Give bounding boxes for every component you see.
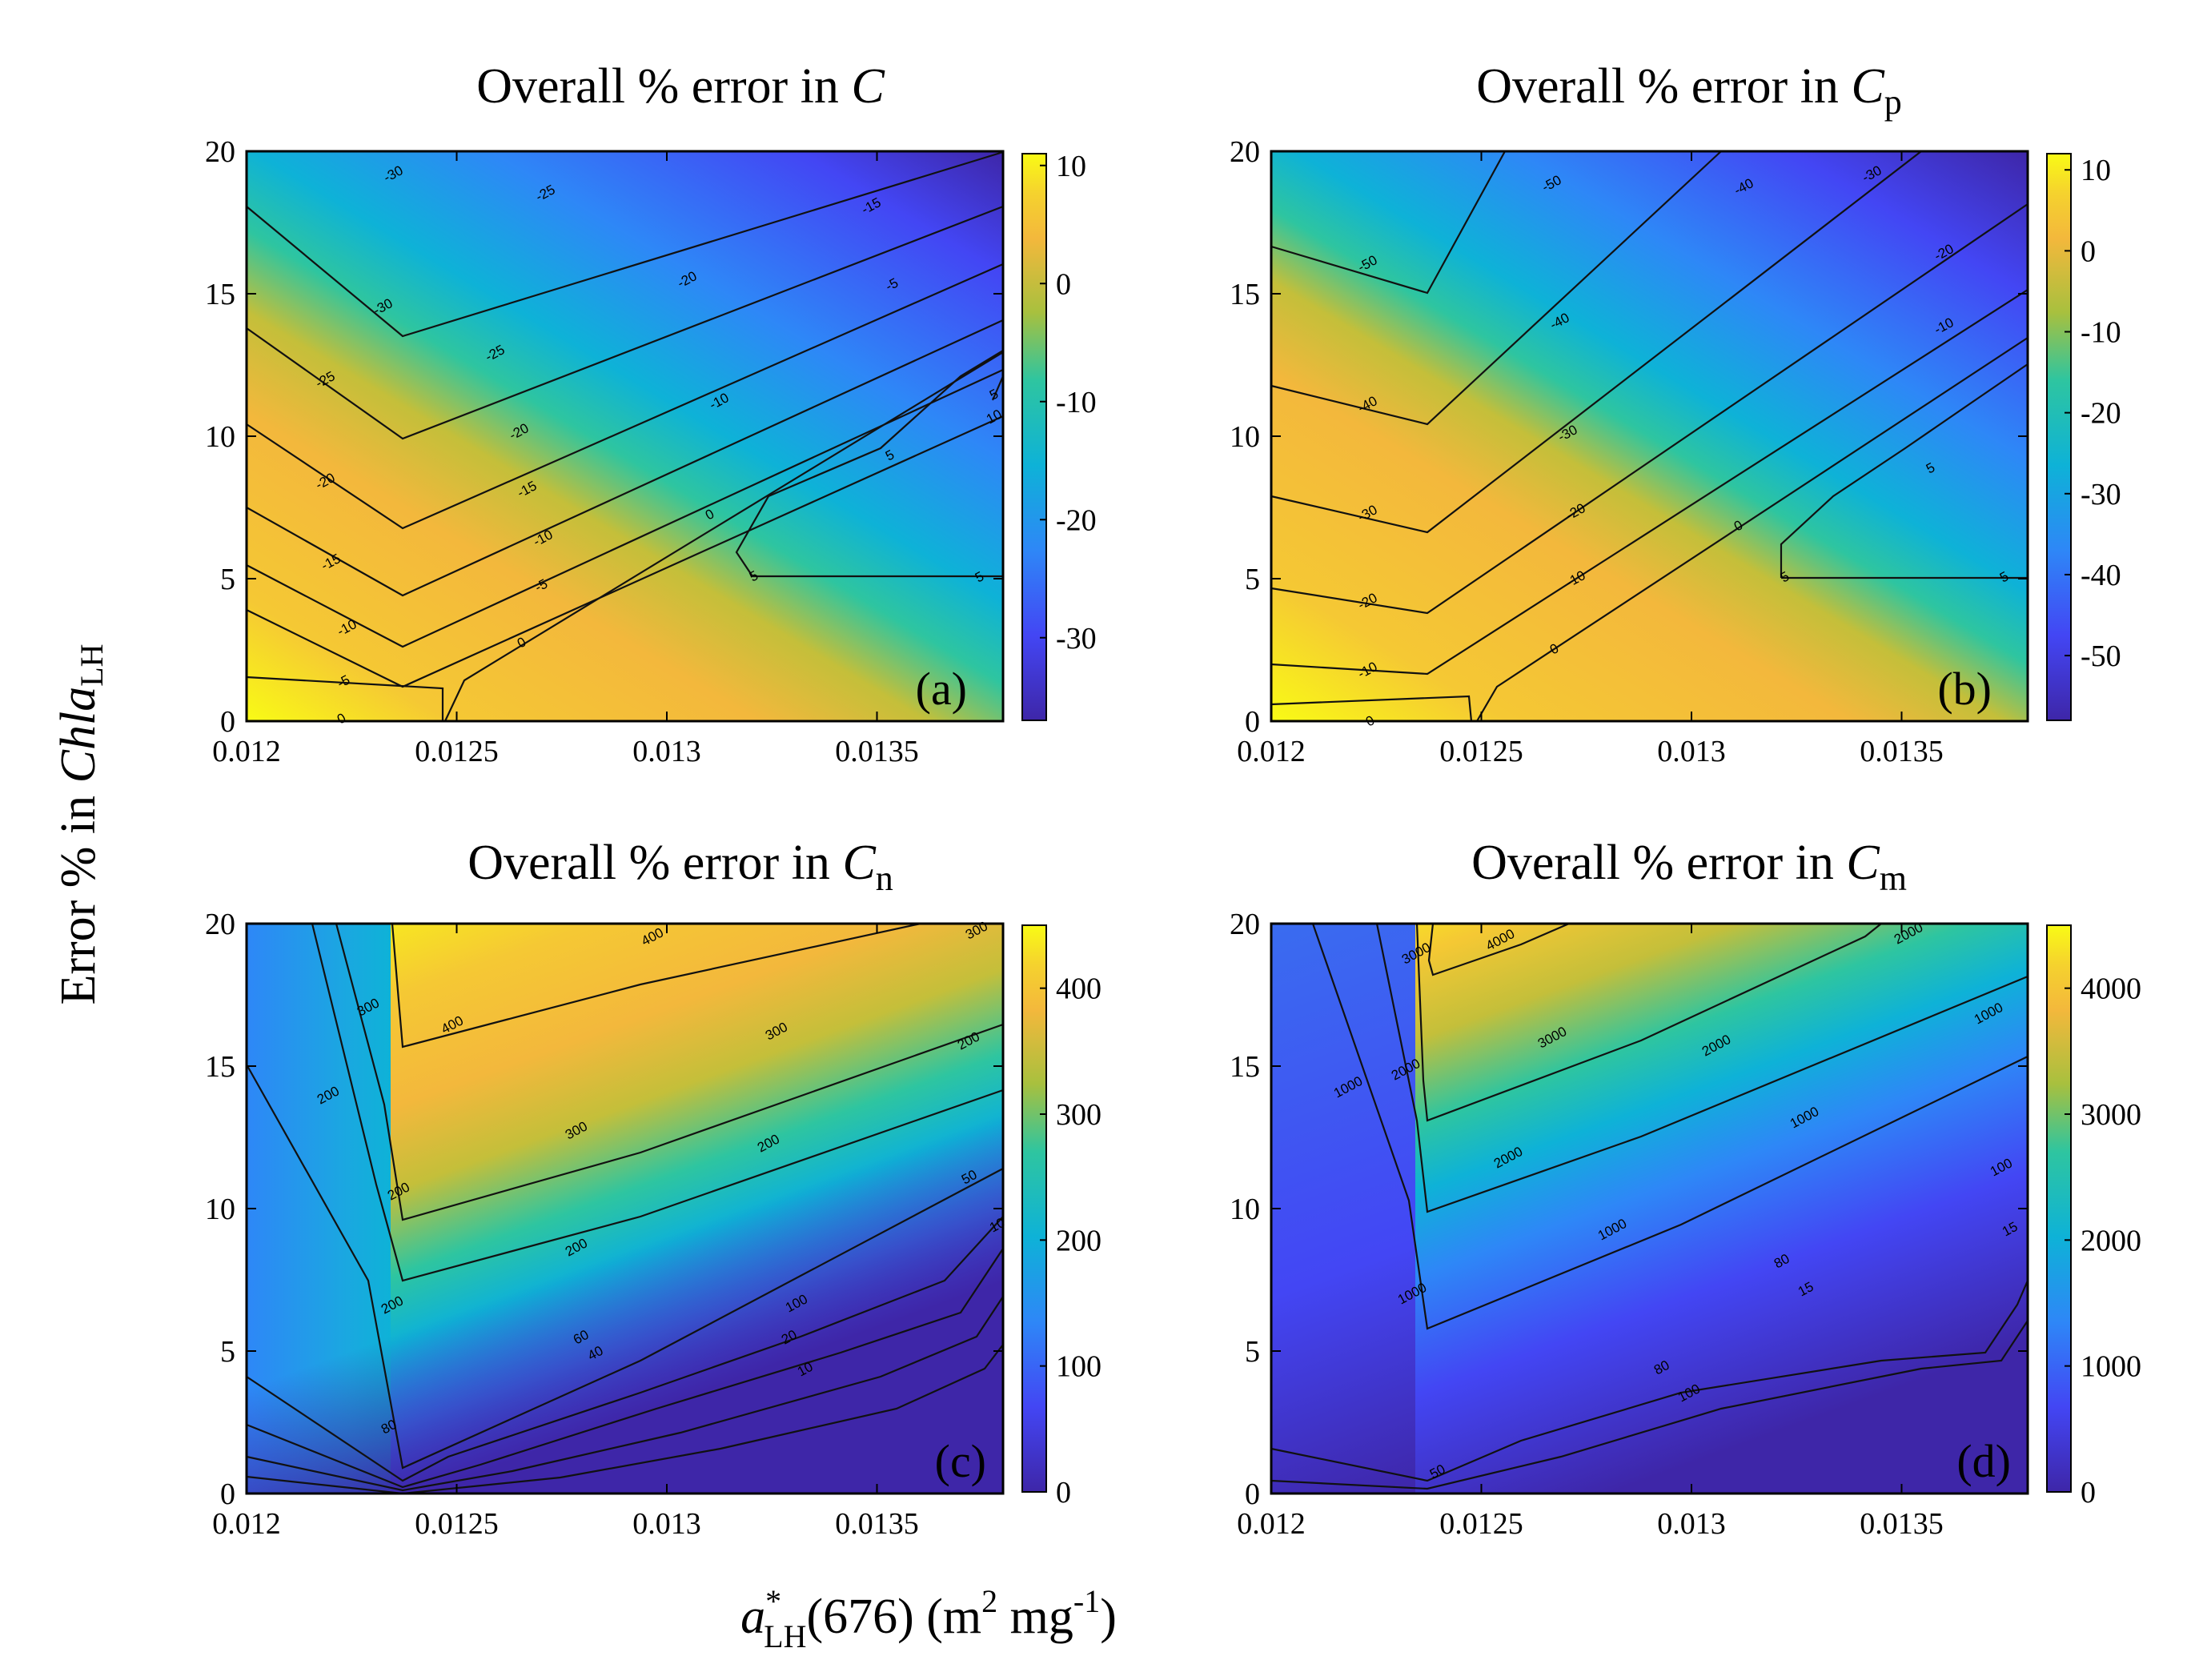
y-tick-label: 15 bbox=[1230, 1050, 1260, 1084]
y-tick-label: 5 bbox=[1245, 563, 1260, 596]
colorbar-tick-label: -30 bbox=[1056, 622, 1097, 656]
panel-c-y-ticks: 0 5 10 15 20 bbox=[205, 908, 1003, 1511]
y-tick-label: 10 bbox=[205, 1193, 235, 1226]
x-tick-label: 0.0135 bbox=[1860, 1507, 1944, 1541]
panel-a-colorbar-ticks: 10 0 -10 -20 -30 bbox=[1040, 150, 1097, 656]
panel-d-label: (d) bbox=[1956, 1435, 2011, 1487]
panel-d-contours bbox=[1270, 922, 2029, 1490]
y-tick-label: 15 bbox=[205, 278, 235, 311]
colorbar-tick-label: -20 bbox=[1056, 503, 1097, 537]
panel-b-x-ticks: 0.012 0.0125 0.013 0.0135 bbox=[1237, 151, 1944, 768]
colorbar-tick-label: 0 bbox=[2081, 1476, 2096, 1510]
colorbar-tick-label: 1000 bbox=[2081, 1350, 2141, 1384]
y-tick-label: 20 bbox=[205, 908, 235, 941]
colorbar-tick-label: 0 bbox=[1056, 1476, 1071, 1510]
panel-c-colorbar-ticks: 400 300 200 100 0 bbox=[1040, 972, 1102, 1510]
panel-d-colorbar bbox=[2046, 924, 2072, 1493]
y-tick-label: 0 bbox=[1245, 705, 1260, 739]
panel-a-label: (a) bbox=[916, 663, 967, 715]
y-tick-label: 0 bbox=[1245, 1478, 1260, 1511]
x-tick-label: 0.0135 bbox=[1860, 735, 1944, 768]
x-tick-label: 0.012 bbox=[212, 1507, 281, 1541]
panel-c-colorbar bbox=[1021, 924, 1047, 1493]
y-tick-label: 15 bbox=[205, 1050, 235, 1084]
x-tick-label: 0.012 bbox=[212, 735, 281, 768]
panel-b-y-ticks: 0 5 10 15 20 bbox=[1230, 135, 2028, 739]
x-tick-label: 0.013 bbox=[632, 1507, 701, 1541]
y-tick-label: 20 bbox=[1230, 908, 1260, 941]
colorbar-tick-label: 100 bbox=[1056, 1350, 1102, 1384]
colorbar-tick-label: -10 bbox=[2081, 316, 2121, 350]
panel-d: Overall % error in Cm 4000 3000 3000 200… bbox=[1230, 836, 2141, 1541]
colorbar-tick-label: 0 bbox=[2081, 235, 2096, 268]
panel-a-y-ticks: 0 5 10 15 20 bbox=[205, 135, 1003, 739]
colorbar-tick-label: -50 bbox=[2081, 640, 2121, 673]
panel-c-x-ticks: 0.012 0.0125 0.013 0.0135 bbox=[212, 924, 919, 1541]
x-tick-label: 0.012 bbox=[1237, 1507, 1306, 1541]
panel-a-title: Overall % error in C bbox=[476, 59, 885, 114]
y-tick-label: 10 bbox=[1230, 420, 1260, 454]
panel-a: Overall % error in C -30 -30 -25 -25 -25… bbox=[205, 59, 1097, 768]
y-tick-label: 5 bbox=[1245, 1335, 1260, 1369]
panel-b-title: Overall % error in Cp bbox=[1476, 59, 1902, 122]
panel-c: Overall % error in Cn 400 400 300 300 30… bbox=[205, 836, 1102, 1541]
colorbar-tick-label: 10 bbox=[2081, 154, 2111, 187]
colorbar-tick-label: -40 bbox=[2081, 559, 2121, 592]
x-tick-label: 0.012 bbox=[1237, 735, 1306, 768]
y-tick-label: 5 bbox=[220, 1335, 235, 1369]
x-axis-label: a* LH(676) (m2 mg-1) bbox=[740, 1583, 1117, 1654]
panel-b: Overall % error in Cp -50 -50 -40 -40 -4… bbox=[1230, 59, 2121, 768]
colorbar-tick-label: 4000 bbox=[2081, 972, 2141, 1006]
colorbar-tick-label: 200 bbox=[1056, 1224, 1102, 1257]
x-tick-label: 0.013 bbox=[1657, 735, 1726, 768]
x-tick-label: 0.0125 bbox=[1439, 735, 1523, 768]
colorbar-tick-label: -10 bbox=[1056, 386, 1097, 419]
y-tick-label: 5 bbox=[220, 563, 235, 596]
colorbar-tick-label: 400 bbox=[1056, 972, 1102, 1006]
y-tick-label: 0 bbox=[220, 1478, 235, 1511]
panel-c-contours bbox=[246, 922, 1004, 1495]
y-tick-label: 0 bbox=[220, 705, 235, 739]
panel-b-contours bbox=[1270, 150, 2028, 722]
panel-c-title: Overall % error in Cn bbox=[467, 836, 893, 898]
x-tick-label: 0.013 bbox=[632, 735, 701, 768]
panel-a-colorbar bbox=[1021, 153, 1047, 721]
y-tick-label: 20 bbox=[205, 135, 235, 169]
x-tick-label: 0.0125 bbox=[415, 1507, 499, 1541]
panel-d-y-ticks: 0 5 10 15 20 bbox=[1230, 908, 2028, 1511]
colorbar-tick-label: -20 bbox=[2081, 397, 2121, 431]
x-tick-label: 0.0135 bbox=[835, 1507, 919, 1541]
panel-a-heatmap bbox=[247, 151, 1003, 721]
panel-b-label: (b) bbox=[1937, 663, 1992, 715]
panel-d-colorbar-ticks: 4000 3000 2000 1000 0 bbox=[2065, 972, 2141, 1510]
panel-b-heatmap bbox=[1271, 151, 2028, 721]
colorbar-tick-label: -30 bbox=[2081, 478, 2121, 511]
y-tick-label: 10 bbox=[205, 420, 235, 454]
colorbar-tick-label: 2000 bbox=[2081, 1224, 2141, 1257]
panel-b-colorbar bbox=[2046, 153, 2072, 721]
panel-d-title: Overall % error in Cm bbox=[1471, 836, 1907, 898]
panel-d-heatmap bbox=[1271, 924, 2028, 1494]
panel-a-contours bbox=[246, 150, 1005, 722]
y-tick-label: 10 bbox=[1230, 1193, 1260, 1226]
panel-c-label: (c) bbox=[935, 1435, 986, 1487]
x-tick-label: 0.013 bbox=[1657, 1507, 1726, 1541]
y-tick-label: 20 bbox=[1230, 135, 1260, 169]
colorbar-tick-label: 300 bbox=[1056, 1098, 1102, 1132]
colorbar-tick-label: 0 bbox=[1056, 267, 1071, 301]
colorbar-tick-label: 10 bbox=[1056, 150, 1086, 183]
panel-b-colorbar-ticks: 10 0 -10 -20 -30 -40 -50 bbox=[2065, 154, 2121, 673]
x-tick-label: 0.0135 bbox=[835, 735, 919, 768]
y-axis-label: Error % in ChlaLH bbox=[51, 644, 110, 1004]
y-tick-label: 15 bbox=[1230, 278, 1260, 311]
x-tick-label: 0.0125 bbox=[415, 735, 499, 768]
colorbar-tick-label: 3000 bbox=[2081, 1098, 2141, 1132]
x-tick-label: 0.0125 bbox=[1439, 1507, 1523, 1541]
panel-a-x-ticks: 0.012 0.0125 0.013 0.0135 bbox=[212, 151, 919, 768]
panel-d-x-ticks: 0.012 0.0125 0.013 0.0135 bbox=[1237, 924, 1944, 1541]
